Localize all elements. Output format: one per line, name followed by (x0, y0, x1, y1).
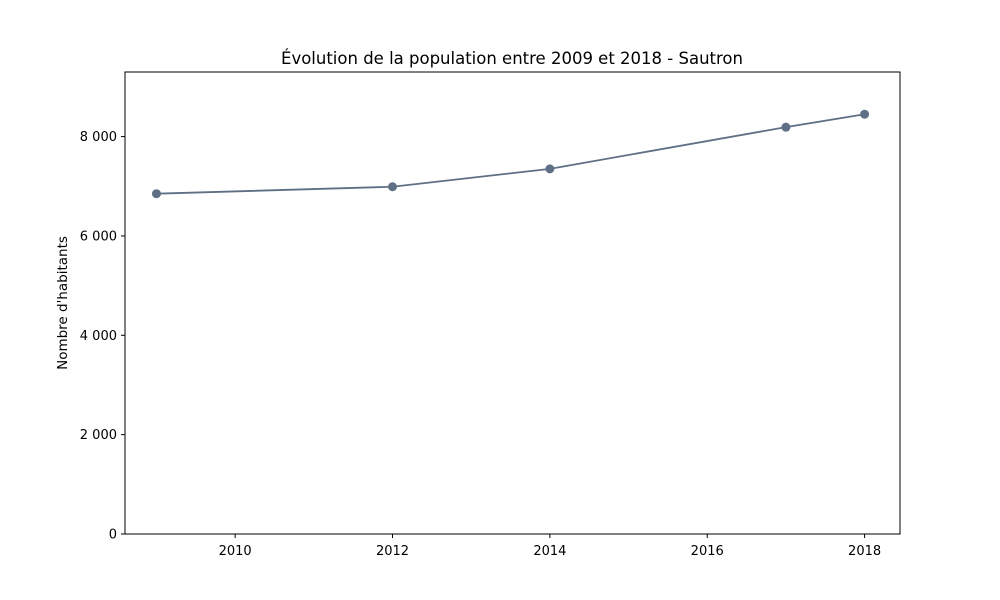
y-axis-label: Nombre d'habitants (55, 236, 71, 370)
data-point-2018 (860, 109, 870, 119)
plot-area-frame (124, 71, 901, 535)
x-tick-label: 2012 (376, 544, 409, 559)
y-tick-label: 6 000 (80, 229, 117, 244)
series-group (151, 109, 870, 199)
data-point-2009 (151, 189, 161, 199)
x-tick-label: 2014 (533, 544, 566, 559)
data-point-2014 (545, 164, 555, 174)
y-tick-label: 2 000 (80, 428, 117, 443)
x-tick-label: 2010 (219, 544, 252, 559)
y-tick-label: 8 000 (80, 130, 117, 145)
y-axis: 0 2 000 4 000 6 000 8 000 (80, 130, 125, 543)
chart-title: Évolution de la population entre 2009 et… (281, 49, 743, 68)
data-point-2012 (388, 182, 398, 192)
x-tick-label: 2016 (691, 544, 724, 559)
data-point-2017 (781, 122, 791, 132)
y-tick-label: 4 000 (80, 329, 117, 344)
x-tick-label: 2018 (848, 544, 881, 559)
population-line (156, 113, 865, 195)
y-tick-label: 0 (109, 528, 117, 543)
x-axis: 2010 2012 2014 2016 2018 (219, 534, 881, 559)
